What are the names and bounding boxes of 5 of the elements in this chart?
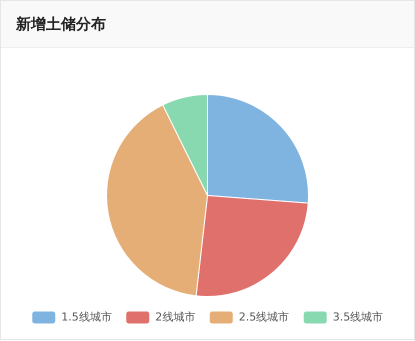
legend-label: 1.5线城市: [61, 310, 112, 324]
legend-label: 2线城市: [155, 310, 196, 324]
legend-label: 2.5线城市: [238, 310, 290, 324]
chart-title: 新增土储分布: [1, 1, 414, 48]
legend-label: 3.5线城市: [332, 310, 384, 324]
